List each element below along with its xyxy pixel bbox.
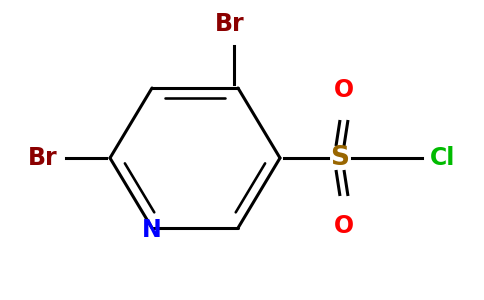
Text: Cl: Cl	[430, 146, 455, 170]
Text: Br: Br	[215, 12, 245, 36]
Text: O: O	[334, 78, 354, 102]
Text: N: N	[142, 218, 162, 242]
Text: O: O	[334, 214, 354, 238]
Text: S: S	[331, 145, 349, 171]
Text: Br: Br	[29, 146, 58, 170]
